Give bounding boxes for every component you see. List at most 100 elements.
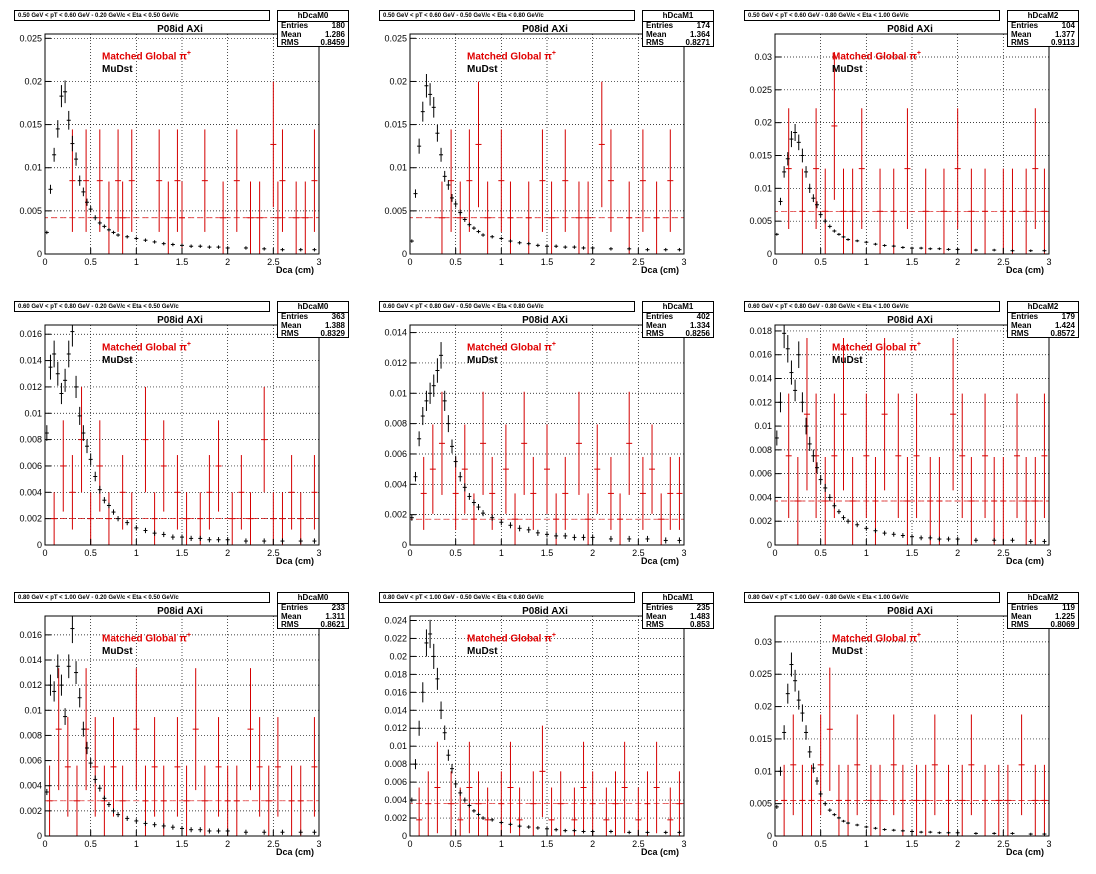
- x-tick-label: 0: [42, 257, 47, 267]
- stats-row-entries: Entries 119: [1008, 603, 1078, 613]
- mudst-series: [44, 616, 317, 835]
- histogram-panel: 0 0.005 0.01 0.015 0.02 0.025 0.03 0 0.5 1 1.5 2 2.5…: [730, 582, 1095, 873]
- histogram-name: hDcaM1: [643, 11, 713, 22]
- bin-title: 0.60 GeV < pT < 0.80 GeV - 0.80 GeV/c < …: [744, 301, 1000, 312]
- mudst-series: [774, 652, 1047, 836]
- x-tick-label: 0.5: [449, 548, 462, 558]
- x-tick-label: 2.5: [267, 839, 280, 849]
- y-tick-label: 0.02: [754, 702, 772, 712]
- legend-mudst: MuDst: [102, 64, 133, 75]
- stats-box: hDcaM2 Entries 104 Mean 1.377 RMS 0.9113: [1007, 10, 1079, 47]
- legend-matched: Matched Global π+: [467, 341, 556, 354]
- matched-series: [410, 391, 684, 545]
- x-tick-label: 0: [42, 839, 47, 849]
- plot-area: 0 0.005 0.01 0.015 0.02 0.025 0 0.5 1 1.5 2 2.5 3: [384, 33, 686, 267]
- x-tick-label: 1.5: [906, 257, 919, 267]
- x-tick-label: 2.5: [997, 257, 1010, 267]
- stats-value: 1.286: [324, 29, 345, 39]
- grid-lines: [45, 616, 319, 836]
- plot-title: P08id AXi: [157, 315, 203, 326]
- x-tick-label: 0: [407, 257, 412, 267]
- stats-row-mean: Mean 1.286: [278, 29, 348, 40]
- mudst-series: [409, 342, 682, 544]
- y-tick-label: 0.01: [754, 421, 772, 431]
- x-tick-label: 2.5: [997, 548, 1010, 558]
- axis-ticks: 0 0.005 0.01 0.015 0.02 0.025 0 0.5 1 1.5 2 2.5 3: [384, 33, 686, 267]
- axis-ticks: 0 0.002 0.004 0.006 0.008 0.01 0.012 0.014 0.016…: [19, 329, 321, 558]
- stats-label: RMS: [281, 329, 299, 338]
- histogram-panel: 0 0.002 0.004 0.006 0.008 0.01 0.012 0.014 0.016…: [0, 582, 365, 873]
- y-tick-label: 0.01: [389, 741, 407, 751]
- stats-label: Mean: [281, 320, 302, 330]
- matched-series: [45, 386, 319, 545]
- stats-label: Mean: [1011, 29, 1032, 39]
- x-tick-label: 0.5: [84, 257, 97, 267]
- y-tick-label: 0: [37, 249, 42, 259]
- y-tick-label: 0.02: [24, 76, 42, 86]
- y-tick-label: 0.005: [749, 216, 772, 226]
- mudst-series: [774, 124, 1047, 253]
- stats-value: 235: [696, 603, 710, 612]
- stats-value: 402: [696, 312, 710, 321]
- stats-row-mean: Mean 1.377: [1008, 29, 1078, 40]
- y-tick-label: 0.004: [384, 795, 407, 805]
- x-tick-label: 1: [134, 257, 139, 267]
- y-tick-label: 0.004: [19, 781, 42, 791]
- bin-title: 0.80 GeV < pT < 1.00 GeV - 0.80 GeV/c < …: [744, 592, 1000, 603]
- stats-label: Entries: [1011, 312, 1039, 321]
- x-tick-label: 0.5: [84, 548, 97, 558]
- legend-matched: Matched Global π+: [102, 50, 191, 63]
- bin-title: 0.80 GeV < pT < 1.00 GeV - 0.20 GeV/c < …: [14, 592, 270, 603]
- plot-title: P08id AXi: [522, 24, 568, 35]
- x-axis-label: Dca (cm): [276, 556, 315, 566]
- y-tick-label: 0.008: [384, 419, 407, 429]
- y-tick-label: 0.025: [19, 33, 42, 43]
- y-tick-label: 0.005: [19, 206, 42, 216]
- y-tick-label: 0: [37, 540, 42, 550]
- x-tick-label: 1.5: [176, 257, 189, 267]
- stats-row-entries: Entries 233: [278, 603, 348, 613]
- x-tick-label: 0.5: [814, 257, 827, 267]
- y-tick-label: 0.015: [19, 120, 42, 130]
- y-tick-label: 0.015: [749, 734, 772, 744]
- bin-title: 0.50 GeV < pT < 0.60 GeV - 0.50 GeV/c < …: [379, 10, 635, 21]
- x-tick-label: 3: [1046, 839, 1051, 849]
- x-tick-label: 3: [316, 839, 321, 849]
- x-tick-label: 1: [134, 548, 139, 558]
- y-tick-label: 0: [37, 831, 42, 841]
- stats-box: hDcaM1 Entries 174 Mean 1.364 RMS 0.8271: [642, 10, 714, 47]
- y-tick-label: 0.022: [384, 633, 407, 643]
- stats-label: Mean: [281, 29, 302, 39]
- x-axis-label: Dca (cm): [276, 847, 315, 857]
- x-tick-label: 1.5: [176, 548, 189, 558]
- y-tick-label: 0.025: [749, 85, 772, 95]
- stats-label: Entries: [281, 312, 309, 321]
- y-tick-label: 0.012: [384, 723, 407, 733]
- stats-label: RMS: [1011, 38, 1029, 47]
- stats-value: 363: [331, 312, 345, 321]
- x-tick-label: 1.5: [176, 839, 189, 849]
- y-tick-label: 0.02: [389, 76, 407, 86]
- stats-row-entries: Entries 174: [643, 21, 713, 31]
- y-tick-label: 0.025: [384, 33, 407, 43]
- plot-area: 0 0.002 0.004 0.006 0.008 0.01 0.012 0.014 0.016…: [19, 615, 322, 849]
- legend-matched: Matched Global π+: [467, 50, 556, 63]
- stats-value: 1.225: [1054, 611, 1075, 621]
- y-tick-label: 0.014: [19, 356, 42, 366]
- matched-series: [45, 81, 319, 254]
- y-tick-label: 0.012: [19, 382, 42, 392]
- stats-label: RMS: [1011, 620, 1029, 629]
- histogram-panel: 0 0.002 0.004 0.006 0.008 0.01 0.012 0.014 0.016…: [365, 582, 730, 873]
- x-tick-label: 0: [772, 548, 777, 558]
- stats-value: 1.364: [689, 29, 710, 39]
- plot-title: P08id AXi: [157, 606, 203, 617]
- x-tick-label: 1.5: [906, 839, 919, 849]
- y-tick-label: 0.006: [749, 469, 772, 479]
- x-tick-label: 2.5: [632, 548, 645, 558]
- stats-value: 1.311: [325, 611, 345, 621]
- stats-value: 1.424: [1054, 320, 1075, 330]
- stats-value: 1.334: [689, 320, 710, 330]
- stats-value: 1.388: [324, 320, 345, 330]
- stats-label: RMS: [646, 329, 664, 338]
- y-tick-label: 0.004: [749, 492, 772, 502]
